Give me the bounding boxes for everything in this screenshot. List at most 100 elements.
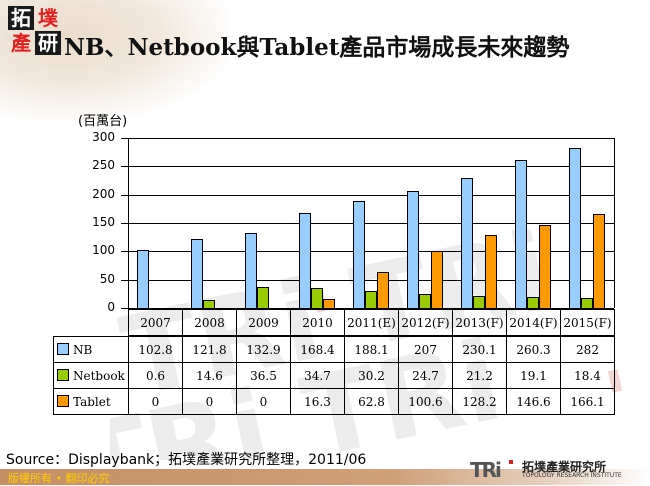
- gridline: [121, 223, 614, 224]
- gridline: [121, 166, 614, 167]
- bar-nb-2015(F): [569, 148, 581, 308]
- footer-band: [0, 469, 650, 485]
- gridline: [121, 280, 614, 281]
- y-axis: [128, 138, 129, 309]
- table-cell: 18.4: [560, 362, 615, 389]
- logo-char: 研: [35, 31, 61, 55]
- tri-brand-logo: TRi 拓墣產業研究所 TOPOLOGY RESEARCH INSTITUTE: [470, 458, 645, 482]
- y-axis-unit-label: (百萬台): [78, 114, 128, 129]
- table-cell: 166.1: [560, 388, 615, 415]
- bar-netbook-2011(E): [365, 291, 377, 308]
- table-cell: 16.3: [290, 388, 345, 415]
- bar-tablet-2015(F): [593, 214, 605, 308]
- bar-netbook-2013(F): [473, 296, 485, 308]
- bar-tablet-2010: [323, 299, 335, 308]
- table-cell: 207: [398, 336, 453, 363]
- table-cell: 36.5: [236, 362, 291, 389]
- table-cell: 0: [128, 388, 183, 415]
- legend-swatch-icon: [57, 394, 69, 407]
- bar-tablet-2013(F): [485, 235, 497, 308]
- table-cell: 0: [236, 388, 291, 415]
- bar-nb-2013(F): [461, 178, 473, 308]
- bar-nb-2012(F): [407, 191, 419, 308]
- category-header-row: 2007 2008 2009 2010 2011(E) 2012(F) 2013(F) 201…: [128, 309, 615, 336]
- category-header: 2011(E): [344, 309, 399, 336]
- table-row: NB 102.8 121.8 132.9 168.4 188.1 207 230.1 260.3…: [53, 336, 615, 363]
- y-tick-label: 200: [92, 187, 115, 201]
- table-cell: 168.4: [290, 336, 345, 363]
- category-header: 2014(F): [506, 309, 561, 336]
- table-cell: 24.7: [398, 362, 453, 389]
- table-cell: 21.2: [452, 362, 507, 389]
- legend-row-label: Tablet: [53, 388, 129, 415]
- table-cell: 19.1: [506, 362, 561, 389]
- series-name: Netbook: [73, 368, 125, 383]
- plot-area: [128, 138, 615, 308]
- bar-nb-2014(F): [515, 160, 527, 308]
- table-cell: 121.8: [182, 336, 237, 363]
- bar-netbook-2012(F): [419, 294, 431, 308]
- bar-nb-2009: [245, 233, 257, 308]
- table-cell: 260.3: [506, 336, 561, 363]
- series-name: NB: [73, 342, 93, 357]
- table-cell: 132.9: [236, 336, 291, 363]
- gridline: [121, 308, 614, 309]
- data-table: NB 102.8 121.8 132.9 168.4 188.1 207 230.1 260.3…: [53, 336, 615, 415]
- tri-logo-mark: TRi: [470, 458, 502, 482]
- table-cell: 128.2: [452, 388, 507, 415]
- source-note: Source：Displaybank；拓墣產業研究所整理，2011/06: [6, 452, 367, 468]
- bar-netbook-2009: [257, 287, 269, 308]
- y-tick-label: 50: [99, 272, 115, 286]
- category-header: 2010: [290, 309, 345, 336]
- legend-swatch-icon: [57, 342, 69, 355]
- y-tick-label: 100: [92, 243, 115, 257]
- background-map-decoration: [0, 0, 230, 120]
- table-cell: 14.6: [182, 362, 237, 389]
- bar-nb-2007: [137, 250, 149, 308]
- gridline: [121, 251, 614, 252]
- table-cell: 102.8: [128, 336, 183, 363]
- gridline: [121, 195, 614, 196]
- legend-swatch-icon: [57, 368, 69, 381]
- y-tick-label: 150: [92, 215, 115, 229]
- category-header: 2012(F): [398, 309, 453, 336]
- bar-tablet-2012(F): [431, 251, 443, 308]
- logo-char: 墣: [38, 6, 58, 30]
- table-cell: 0: [182, 388, 237, 415]
- table-cell: 62.8: [344, 388, 399, 415]
- copyright-notice: 版權所有 • 翻印必究: [8, 472, 110, 485]
- category-header: 2007: [128, 309, 183, 336]
- category-header: 2009: [236, 309, 291, 336]
- y-tick-label: 250: [92, 158, 115, 172]
- tri-brand-en: TOPOLOGY RESEARCH INSTITUTE: [522, 472, 622, 479]
- bar-netbook-2010: [311, 288, 323, 308]
- table-cell: 146.6: [506, 388, 561, 415]
- bar-nb-2011(E): [353, 201, 365, 308]
- category-header: 2013(F): [452, 309, 507, 336]
- table-cell: 230.1: [452, 336, 507, 363]
- page-title: NB、Netbook與Tablet產品市場成長未來趨勢: [64, 34, 570, 61]
- table-cell: 34.7: [290, 362, 345, 389]
- y-tick-label: 0: [107, 300, 115, 314]
- category-header: 2015(F): [560, 309, 615, 336]
- data-table-header: 2007 2008 2009 2010 2011(E) 2012(F) 2013(F) 201…: [128, 309, 615, 336]
- category-header: 2008: [182, 309, 237, 336]
- logo-char: 產: [11, 31, 31, 55]
- bar-netbook-2015(F): [581, 298, 593, 308]
- table-cell: 188.1: [344, 336, 399, 363]
- gridline: [121, 138, 614, 139]
- legend-row-label: NB: [53, 336, 129, 363]
- legend-row-label: Netbook: [53, 362, 129, 389]
- y-tick-label: 300: [92, 130, 115, 144]
- logo-char: 拓: [8, 6, 34, 30]
- bar-netbook-2008: [203, 300, 215, 308]
- bar-nb-2008: [191, 239, 203, 308]
- table-cell: 100.6: [398, 388, 453, 415]
- tri-logo-dot: [509, 460, 513, 464]
- series-name: Tablet: [73, 394, 111, 409]
- table-row: Netbook 0.6 14.6 36.5 34.7 30.2 24.7 21.2 19.1 18…: [53, 362, 615, 389]
- bar-tablet-2014(F): [539, 225, 551, 308]
- table-cell: 30.2: [344, 362, 399, 389]
- table-row: Tablet 0 0 0 16.3 62.8 100.6 128.2 146.6 166.1: [53, 388, 615, 415]
- tri-brand-cn: 拓墣產業研究所: [522, 460, 607, 474]
